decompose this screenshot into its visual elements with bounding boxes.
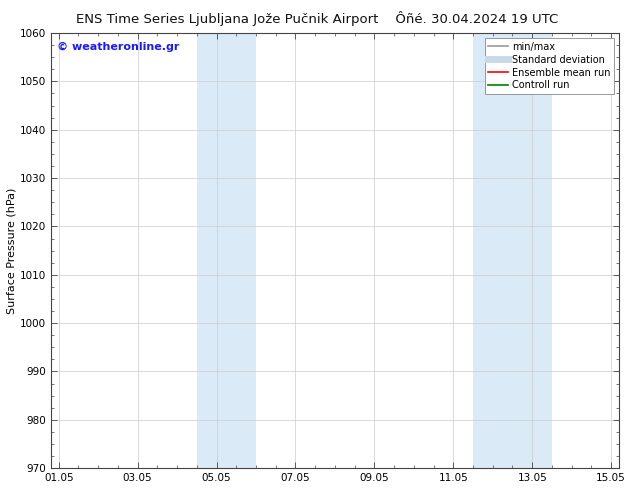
Text: © weatheronline.gr: © weatheronline.gr (56, 42, 179, 52)
Legend: min/max, Standard deviation, Ensemble mean run, Controll run: min/max, Standard deviation, Ensemble me… (484, 38, 614, 95)
Text: ENS Time Series Ljubljana Jože Pučnik Airport    Ôñé. 30.04.2024 19 UTC: ENS Time Series Ljubljana Jože Pučnik Ai… (76, 11, 558, 26)
Y-axis label: Surface Pressure (hPa): Surface Pressure (hPa) (7, 187, 17, 314)
Bar (473, 33, 552, 468)
Bar (197, 33, 256, 468)
